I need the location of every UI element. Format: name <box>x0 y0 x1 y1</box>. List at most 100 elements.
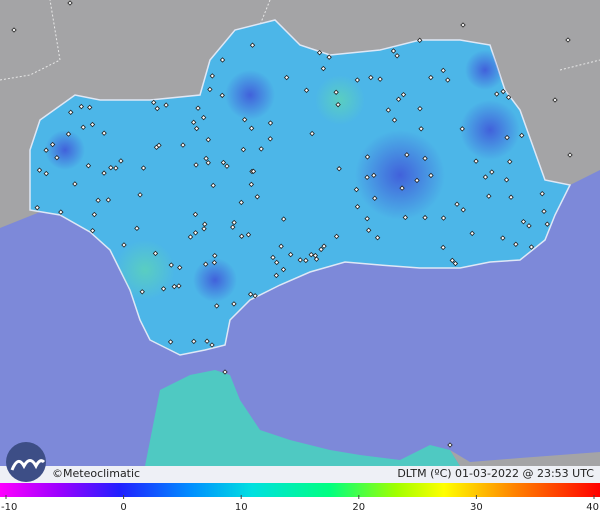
station <box>168 262 174 268</box>
station <box>417 37 423 44</box>
station <box>247 291 254 297</box>
station <box>503 177 510 183</box>
station <box>238 233 245 239</box>
station <box>449 257 455 264</box>
station <box>303 257 309 264</box>
colorbar-labels-bg <box>0 497 600 517</box>
station <box>209 342 215 348</box>
station <box>205 160 211 166</box>
station <box>504 134 510 141</box>
station <box>508 194 514 200</box>
station <box>440 215 447 221</box>
station <box>366 227 372 233</box>
station <box>204 338 210 344</box>
station <box>500 88 506 95</box>
station <box>460 207 466 213</box>
station <box>354 77 361 83</box>
station <box>377 76 383 82</box>
station <box>452 260 459 267</box>
station <box>303 87 310 93</box>
station <box>333 233 340 240</box>
colorbar-tick-label: 10 <box>235 502 248 513</box>
station <box>321 243 327 249</box>
station <box>210 182 216 189</box>
station <box>193 162 199 168</box>
caption: DLTM (ºC) 01-03-2022 @ 23:53 UTC <box>397 467 594 480</box>
station <box>267 136 273 142</box>
station <box>526 223 532 229</box>
station <box>494 91 500 97</box>
station <box>316 49 323 56</box>
station <box>404 152 410 158</box>
station <box>108 164 114 171</box>
station <box>36 167 43 173</box>
station <box>428 172 434 179</box>
station <box>248 125 255 131</box>
station <box>101 170 107 176</box>
station <box>105 197 112 203</box>
station <box>113 165 119 171</box>
station <box>214 303 220 309</box>
station <box>283 74 290 81</box>
station <box>219 92 225 99</box>
station <box>249 42 256 48</box>
station <box>318 246 324 253</box>
station <box>91 211 98 218</box>
station <box>89 227 96 234</box>
colorbar-tick-label: 40 <box>586 502 599 513</box>
station <box>89 121 96 128</box>
station <box>422 214 428 221</box>
colorbar-tick-label: 0 <box>120 502 126 513</box>
station <box>552 97 558 103</box>
station <box>203 261 209 267</box>
station <box>308 251 314 258</box>
station <box>190 119 197 126</box>
station <box>440 244 446 251</box>
station <box>288 251 294 258</box>
station <box>445 77 451 83</box>
station <box>513 241 519 247</box>
station <box>402 214 409 221</box>
station <box>505 94 512 100</box>
station <box>163 102 169 108</box>
station <box>241 116 248 123</box>
station <box>78 103 85 110</box>
station <box>68 109 74 116</box>
station <box>482 174 489 180</box>
station <box>137 192 143 198</box>
station <box>201 226 207 232</box>
station <box>43 147 49 153</box>
station <box>528 244 535 250</box>
station <box>489 169 495 175</box>
station <box>160 286 167 292</box>
station <box>335 101 341 108</box>
station <box>469 230 475 237</box>
station <box>460 22 466 28</box>
station <box>539 191 545 197</box>
station <box>567 152 573 158</box>
station <box>270 254 276 261</box>
station <box>192 230 199 236</box>
station <box>85 163 92 169</box>
station <box>212 252 218 259</box>
station <box>118 158 124 164</box>
station <box>454 201 460 207</box>
colorbar-tick-label: 20 <box>352 502 365 513</box>
station <box>374 235 381 241</box>
station <box>267 120 274 126</box>
station <box>541 208 547 215</box>
station <box>280 216 287 222</box>
station <box>230 224 236 230</box>
station <box>211 259 218 266</box>
station <box>544 221 550 227</box>
colorbar-tick-label: 30 <box>470 502 483 513</box>
station <box>202 221 208 227</box>
temperature-field <box>45 50 520 302</box>
station <box>364 174 370 181</box>
station <box>231 301 237 307</box>
station <box>95 197 101 204</box>
station <box>154 105 160 112</box>
station <box>333 89 339 95</box>
station <box>274 259 280 266</box>
station <box>414 177 420 184</box>
